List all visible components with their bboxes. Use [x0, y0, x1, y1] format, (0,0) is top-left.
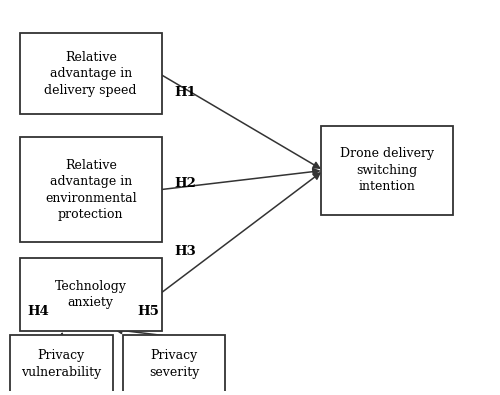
FancyBboxPatch shape [20, 258, 162, 331]
Text: H5: H5 [138, 305, 159, 318]
FancyBboxPatch shape [122, 335, 226, 393]
FancyBboxPatch shape [20, 137, 162, 242]
Text: Privacy
severity: Privacy severity [149, 349, 199, 379]
FancyBboxPatch shape [321, 126, 454, 215]
Text: Technology
anxiety: Technology anxiety [55, 280, 127, 309]
FancyBboxPatch shape [10, 335, 113, 393]
Text: Privacy
vulnerability: Privacy vulnerability [21, 349, 102, 379]
FancyBboxPatch shape [20, 33, 162, 114]
Text: H3: H3 [174, 245, 196, 258]
Text: H2: H2 [174, 177, 196, 190]
Text: Relative
advantage in
delivery speed: Relative advantage in delivery speed [44, 51, 137, 97]
Text: H1: H1 [174, 87, 196, 100]
Text: H4: H4 [27, 305, 49, 318]
Text: Relative
advantage in
environmental
protection: Relative advantage in environmental prot… [45, 158, 136, 221]
Text: Drone delivery
switching
intention: Drone delivery switching intention [340, 147, 434, 194]
